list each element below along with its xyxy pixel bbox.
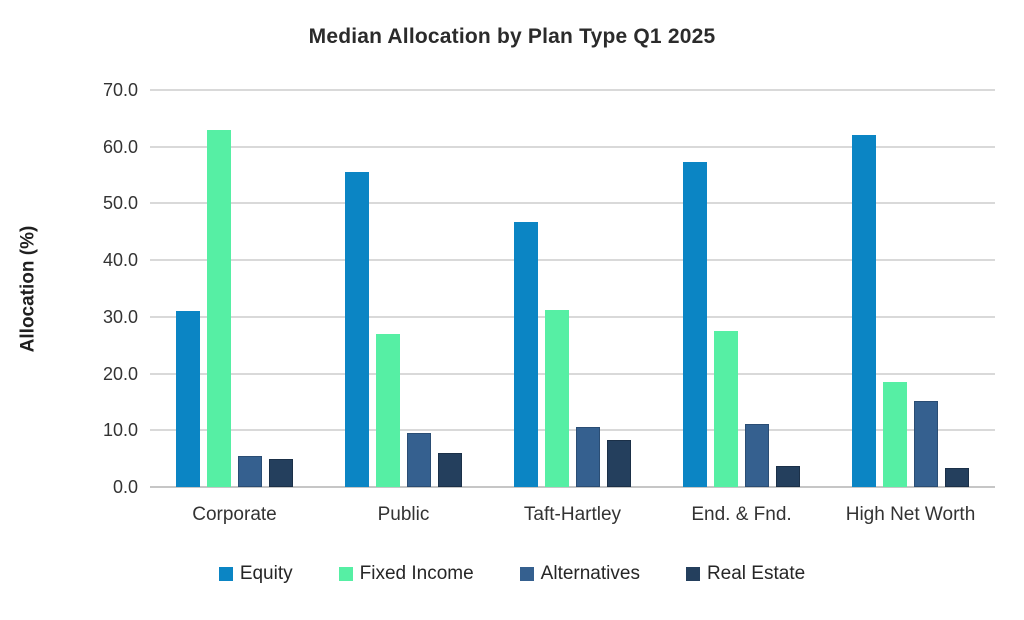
bar-real-estate-corporate	[269, 459, 293, 487]
legend: Equity Fixed Income Alternatives Real Estat…	[0, 563, 1024, 585]
legend-label-fixed-income: Fixed Income	[359, 563, 474, 584]
bar-real-estate-end-fnd	[776, 466, 800, 487]
bar-series-container	[150, 90, 995, 487]
gridline-40.0	[150, 259, 995, 262]
legend-label-equity: Equity	[239, 563, 293, 584]
legend-swatch-equity	[218, 567, 233, 581]
y-tick-label-30.0: 30.0	[102, 306, 138, 327]
x-category-label-taft-hartley: Taft-Hartley	[523, 504, 622, 525]
bar-alternatives-taft-hartley	[576, 426, 600, 487]
legend-swatch-real-estate	[685, 567, 700, 581]
bar-group-high-net-worth	[826, 90, 995, 487]
y-tick-label-20.0: 20.0	[102, 363, 138, 384]
legend-swatch-alternatives	[519, 567, 534, 581]
legend-label-alternatives: Alternatives	[540, 563, 640, 584]
y-tick-label-10.0: 10.0	[102, 420, 138, 441]
gridline-60.0	[150, 145, 995, 148]
bar-fixed-income-end-fnd	[714, 331, 738, 487]
chart-title: Median Allocation by Plan Type Q1 2025	[308, 25, 716, 48]
bar-group-public	[319, 90, 488, 487]
bar-equity-end-fnd	[683, 161, 707, 487]
bar-equity-high-net-worth	[852, 135, 876, 487]
gridline-50.0	[150, 202, 995, 205]
gridline-20.0	[150, 372, 995, 375]
y-tick-label-50.0: 50.0	[102, 193, 138, 214]
bar-equity-taft-hartley	[514, 221, 538, 487]
legend-label-real-estate: Real Estate	[706, 563, 806, 584]
bar-alternatives-end-fnd	[745, 423, 769, 487]
y-tick-label-60.0: 60.0	[102, 136, 138, 157]
y-tick-label-0.0: 0.0	[112, 477, 138, 497]
gridline-70.0	[150, 89, 995, 91]
bar-fixed-income-taft-hartley	[545, 310, 569, 487]
bar-real-estate-public	[438, 453, 462, 487]
bar-fixed-income-high-net-worth	[883, 382, 907, 487]
bar-alternatives-public	[407, 433, 431, 487]
bar-real-estate-high-net-worth	[945, 467, 969, 487]
x-category-label-end-fnd: End. & Fnd.	[691, 504, 792, 525]
y-tick-label-40.0: 40.0	[102, 250, 138, 271]
x-category-label-high-net-worth: High Net Worth	[845, 504, 976, 525]
legend-item-real-estate: Real Estate	[685, 563, 806, 585]
x-axis-category-labels: Corporate Public Taft-Hartley End. & Fnd. Hi…	[150, 504, 995, 526]
bar-alternatives-corporate	[238, 456, 262, 487]
bar-real-estate-taft-hartley	[607, 439, 631, 487]
gridline-0.0	[150, 486, 995, 488]
x-category-label-corporate: Corporate	[192, 504, 277, 525]
legend-item-alternatives: Alternatives	[519, 563, 640, 585]
bar-fixed-income-public	[376, 333, 400, 487]
legend-item-equity: Equity	[218, 563, 293, 585]
bar-group-end-fnd	[657, 90, 826, 487]
legend-item-fixed-income: Fixed Income	[338, 563, 474, 585]
gridline-30.0	[150, 315, 995, 318]
bar-group-taft-hartley	[488, 90, 657, 487]
bar-alternatives-high-net-worth	[914, 401, 938, 487]
bar-equity-public	[345, 171, 369, 487]
y-axis-tick-labels: 0.0 10.0 20.0 30.0 40.0 50.0 60.0 70.0	[0, 80, 138, 497]
legend-swatch-fixed-income	[338, 567, 353, 581]
plot-area	[150, 89, 995, 488]
bar-equity-corporate	[176, 311, 200, 487]
x-category-label-public: Public	[377, 504, 430, 525]
bar-fixed-income-corporate	[207, 129, 231, 487]
y-tick-label-70.0: 70.0	[102, 80, 138, 100]
gridline-10.0	[150, 429, 995, 432]
bar-group-corporate	[150, 90, 319, 487]
